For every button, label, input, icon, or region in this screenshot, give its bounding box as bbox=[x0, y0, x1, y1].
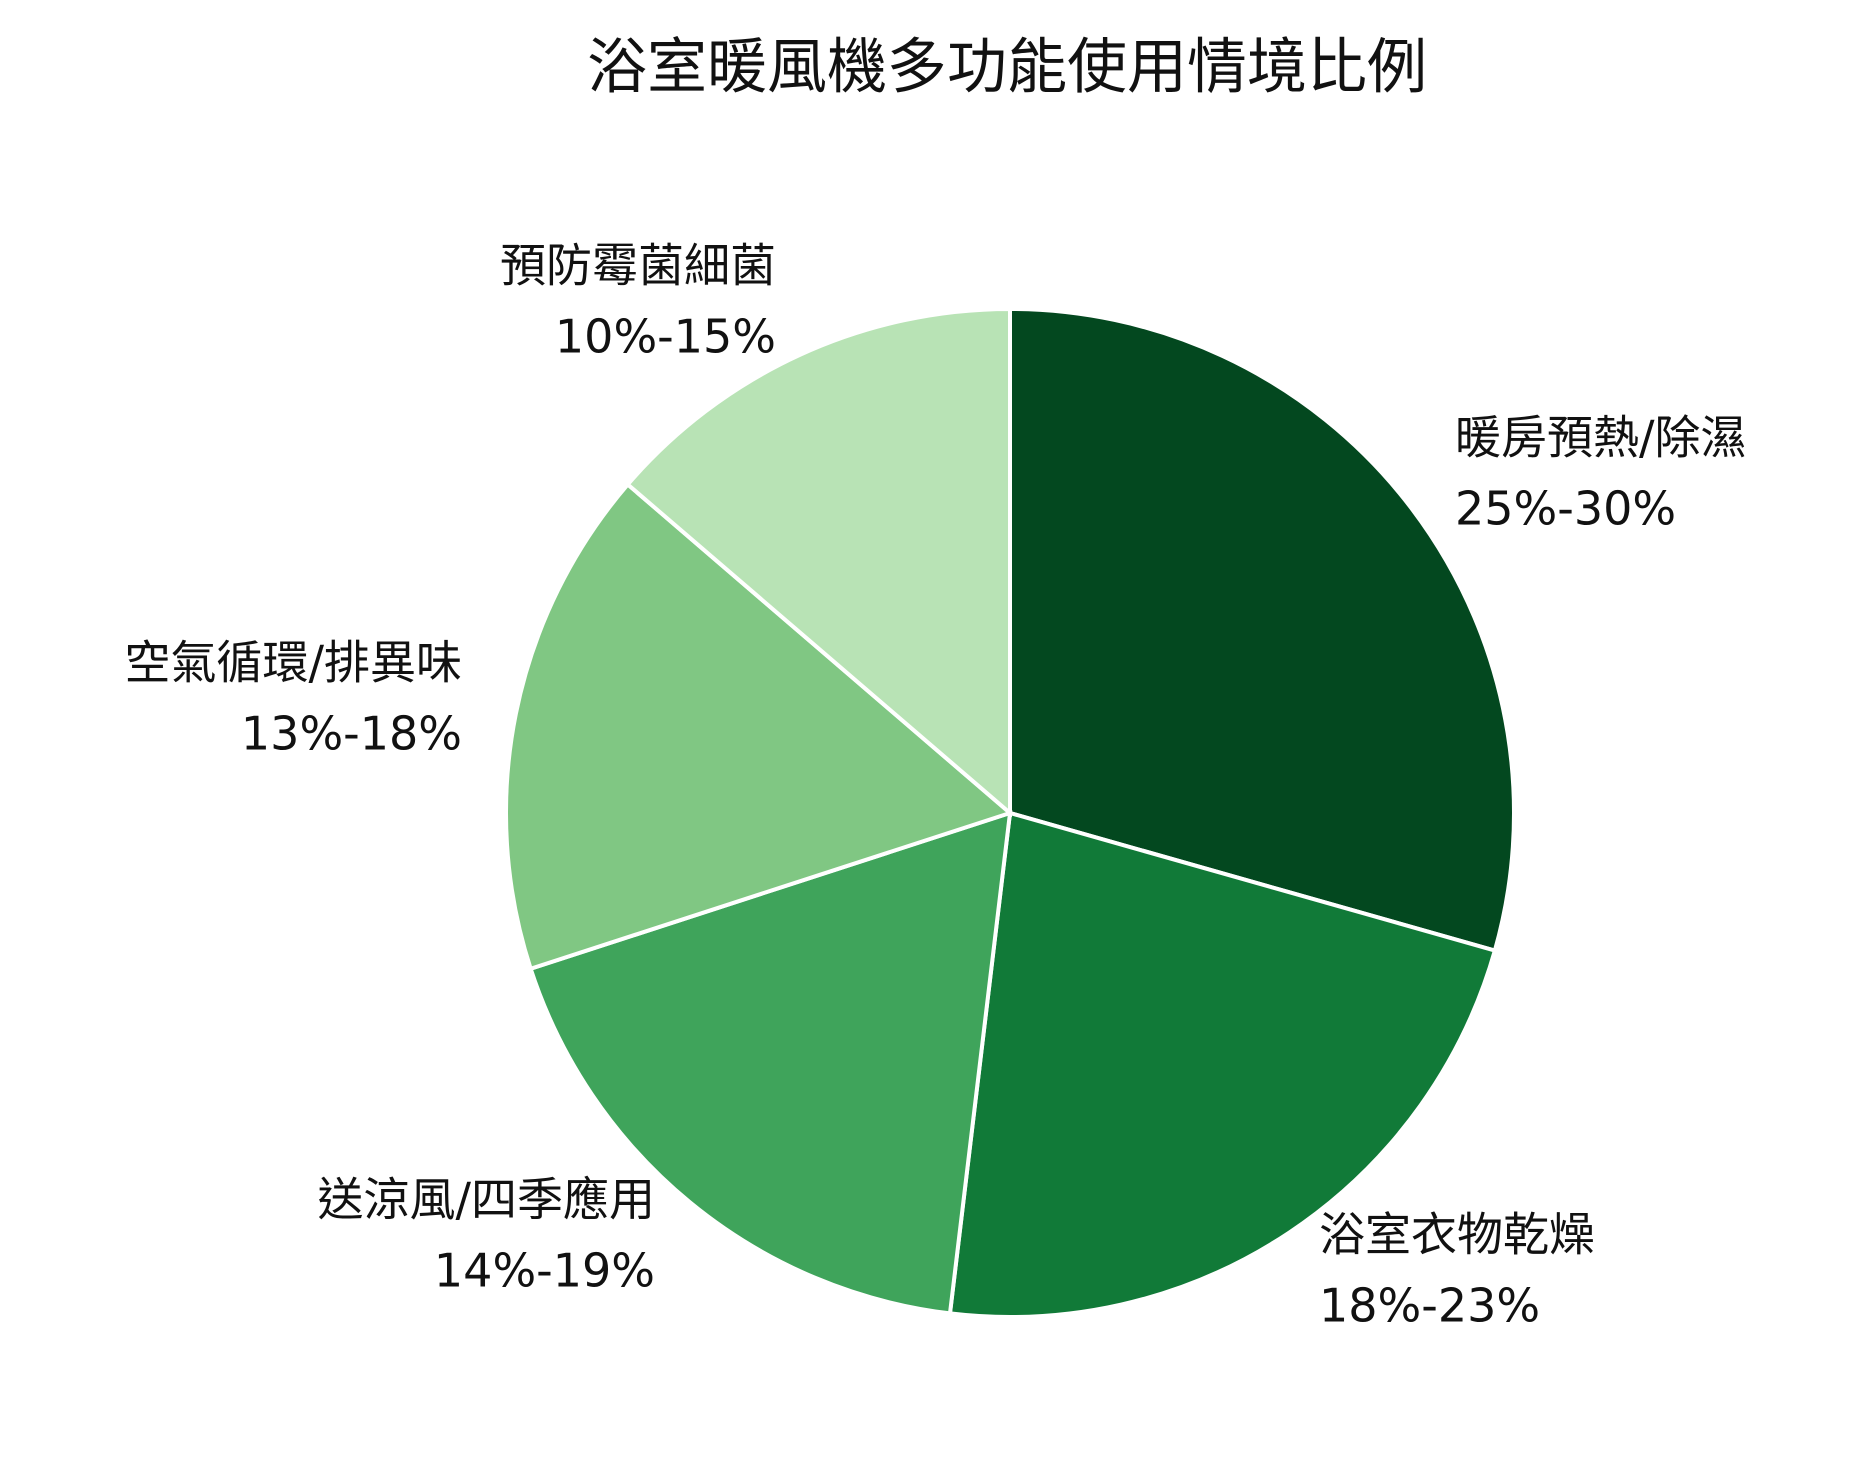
slice-range-label: 25%-30% bbox=[1455, 482, 1676, 536]
slice-label: 空氣循環/排異味 bbox=[125, 636, 463, 690]
slice-range-label: 14%-19% bbox=[434, 1244, 655, 1298]
slice-label: 浴室衣物乾燥 bbox=[1319, 1208, 1595, 1262]
slice-label: 預防霉菌細菌 bbox=[500, 239, 776, 293]
pie-slice bbox=[624, 306, 1012, 818]
slice-range-label: 18%-23% bbox=[1319, 1279, 1540, 1333]
slice-range-label: 10%-15% bbox=[555, 310, 776, 364]
chart-title: 浴室暖風機多功能使用情境比例 bbox=[587, 33, 1427, 103]
pie-slice bbox=[1008, 306, 1516, 954]
slice-range-label: 13%-18% bbox=[241, 707, 462, 761]
slice-label: 暖房預熱/除濕 bbox=[1455, 411, 1747, 465]
pie-slice bbox=[504, 481, 1015, 972]
slice-label: 送涼風/四季應用 bbox=[318, 1173, 656, 1227]
pie-slice bbox=[528, 810, 1013, 1316]
pie-slice bbox=[947, 810, 1498, 1319]
